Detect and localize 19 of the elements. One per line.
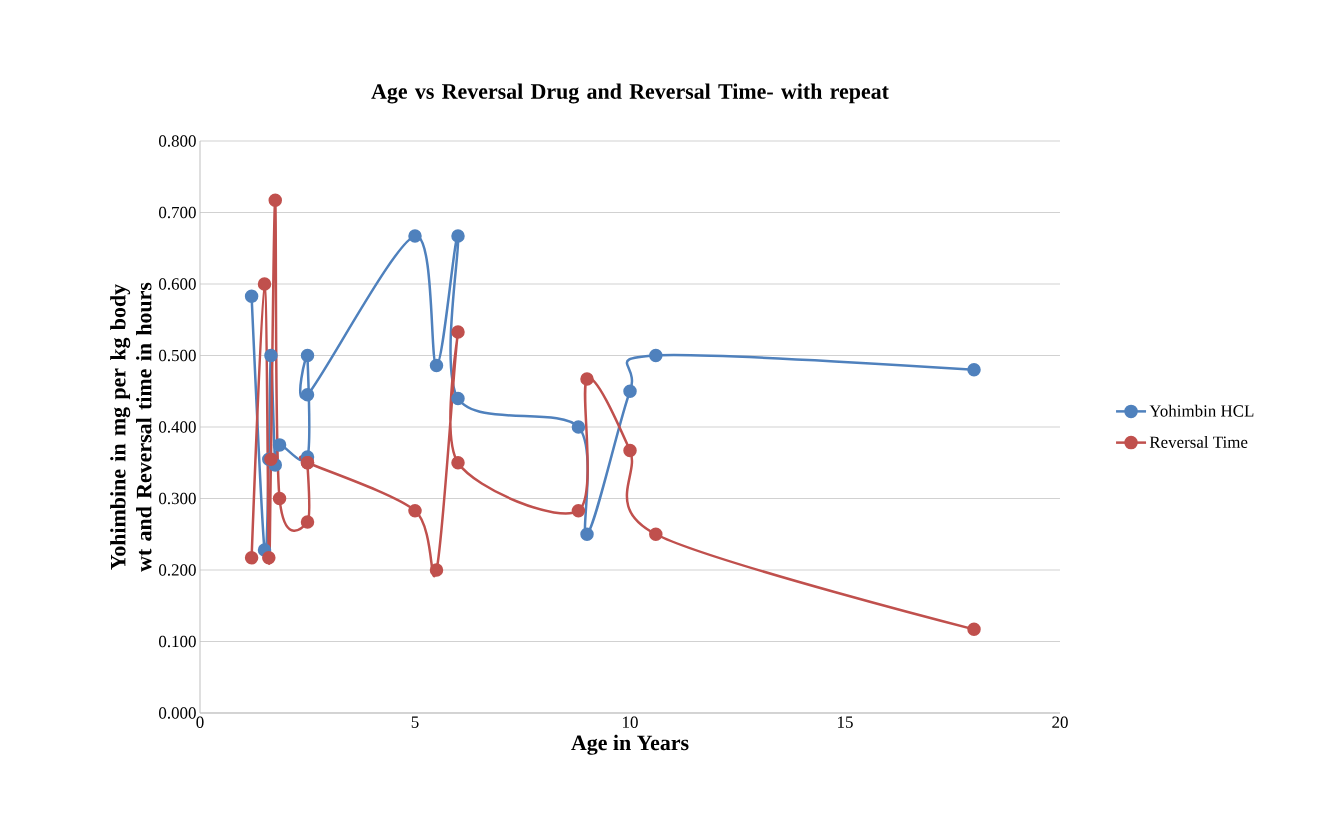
y-tick-label: 0.500: [159, 349, 196, 362]
y-tick-label: 0.600: [159, 278, 196, 290]
y-tick-label: 0.300: [159, 492, 196, 505]
x-tick-label: 5: [411, 716, 419, 728]
legend-label: Yohimbin HCL: [1149, 404, 1254, 417]
y-tick-label: 0.800: [159, 135, 196, 147]
y-tick-label: 0.200: [159, 564, 196, 576]
x-axis-title: Age in Years: [571, 734, 689, 755]
x-tick-label: 10: [623, 716, 638, 728]
y-axis-title: Yohimbine in mg per kg body wt and Reversal time in hours: [110, 282, 152, 572]
legend-label: Reversal Time: [1149, 436, 1248, 448]
x-tick-label: 15: [838, 716, 853, 728]
y-tick-label: 0.000: [159, 707, 196, 719]
x-tick-label: 20: [1052, 716, 1068, 728]
y-tick-label: 0.400: [159, 421, 196, 433]
chart-title: Age vs Reversal Drug and Reversal Time- with repeat: [371, 83, 889, 104]
y-tick-label: 0.700: [159, 206, 196, 219]
x-tick-label: 0: [196, 716, 204, 728]
y-tick-label: 0.100: [159, 635, 196, 648]
